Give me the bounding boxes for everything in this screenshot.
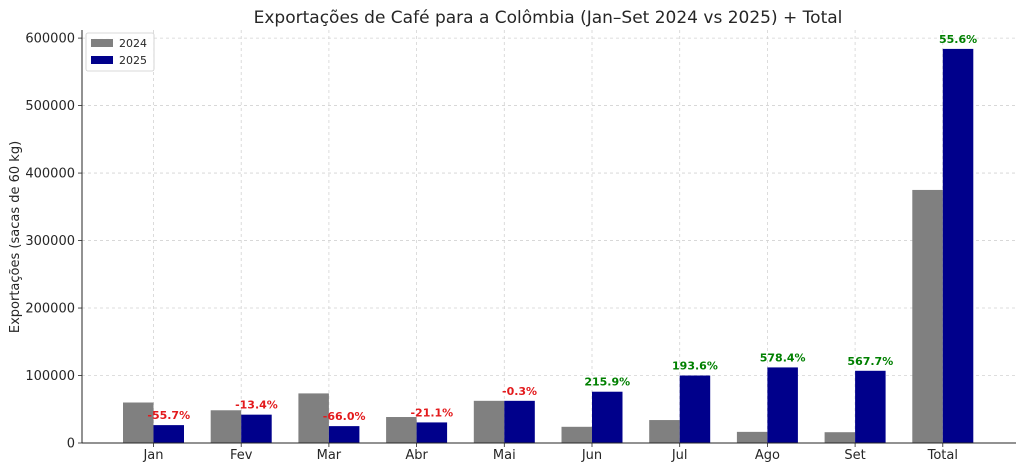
x-tick-label: Jun bbox=[581, 448, 602, 463]
change-label: 193.6% bbox=[672, 360, 718, 373]
x-tick-label: Total bbox=[927, 448, 958, 463]
x-tick-label: Ago bbox=[755, 448, 780, 463]
bar-2025-mar bbox=[328, 426, 360, 443]
bar-2025-abr bbox=[416, 422, 448, 443]
x-tick-label: Fev bbox=[230, 448, 253, 463]
y-tick-label: 100000 bbox=[25, 369, 75, 384]
change-label: 215.9% bbox=[584, 376, 630, 389]
x-tick-label: Abr bbox=[405, 448, 428, 463]
bar-2024-set bbox=[824, 432, 856, 443]
bar-2024-mar bbox=[298, 393, 329, 443]
change-label: -0.3% bbox=[502, 385, 537, 398]
bar-2025-fev bbox=[241, 414, 272, 443]
bar-2025-ago bbox=[767, 367, 798, 443]
y-tick-label: 400000 bbox=[25, 167, 75, 182]
bar-2025-jan bbox=[153, 425, 184, 443]
bar-2024-mai bbox=[473, 400, 505, 443]
bar-2025-jul bbox=[679, 375, 711, 443]
bar-2025-jun bbox=[592, 391, 623, 443]
chart-title: Exportações de Café para a Colômbia (Jan… bbox=[254, 8, 843, 28]
bars-layer bbox=[123, 48, 974, 444]
x-tick-label: Jul bbox=[671, 448, 688, 463]
y-tick-label: 200000 bbox=[25, 302, 75, 317]
x-tick-label: Set bbox=[844, 448, 865, 463]
bar-2025-set bbox=[855, 370, 886, 443]
bar-2024-fev bbox=[210, 410, 242, 443]
bar-2024-jun bbox=[561, 426, 592, 443]
legend-swatch-2025 bbox=[91, 56, 113, 64]
change-label: -66.0% bbox=[323, 410, 366, 423]
legend-swatch-2024 bbox=[91, 39, 113, 47]
bar-2024-jul bbox=[649, 420, 680, 443]
bar-2024-abr bbox=[386, 417, 417, 443]
legend-label-2024: 2024 bbox=[119, 37, 147, 50]
y-tick-label: 300000 bbox=[25, 234, 75, 249]
bar-2024-ago bbox=[736, 431, 768, 443]
y-tick-label: 500000 bbox=[25, 99, 75, 114]
x-tick-label: Mai bbox=[493, 448, 516, 463]
bar-2025-mai bbox=[504, 400, 535, 443]
change-label: 55.6% bbox=[939, 33, 977, 46]
axes-layer: 0 100000 200000 300000 400000 500000 600000 Jan… bbox=[25, 30, 1016, 463]
change-label: -55.7% bbox=[147, 409, 190, 422]
labels-layer: -55.7% -13.4% -66.0% -21.1% -0.3% 215.9% 193.6… bbox=[147, 33, 977, 423]
legend: 2024 2025 bbox=[85, 32, 155, 72]
x-tick-label: Mar bbox=[317, 448, 342, 463]
change-label: -21.1% bbox=[410, 406, 453, 419]
bar-2024-jan bbox=[123, 402, 154, 443]
change-label: 578.4% bbox=[760, 351, 806, 364]
bar-2024-total bbox=[912, 189, 943, 443]
y-axis-label: Exportações (sacas de 60 kg) bbox=[8, 141, 23, 333]
y-tick-label: 0 bbox=[67, 437, 75, 452]
change-label: -13.4% bbox=[235, 399, 278, 412]
bar-2025-total bbox=[942, 48, 974, 444]
legend-label-2025: 2025 bbox=[119, 54, 147, 67]
y-tick-label: 600000 bbox=[25, 32, 75, 47]
change-label: 567.7% bbox=[847, 355, 893, 368]
x-tick-label: Jan bbox=[142, 448, 163, 463]
